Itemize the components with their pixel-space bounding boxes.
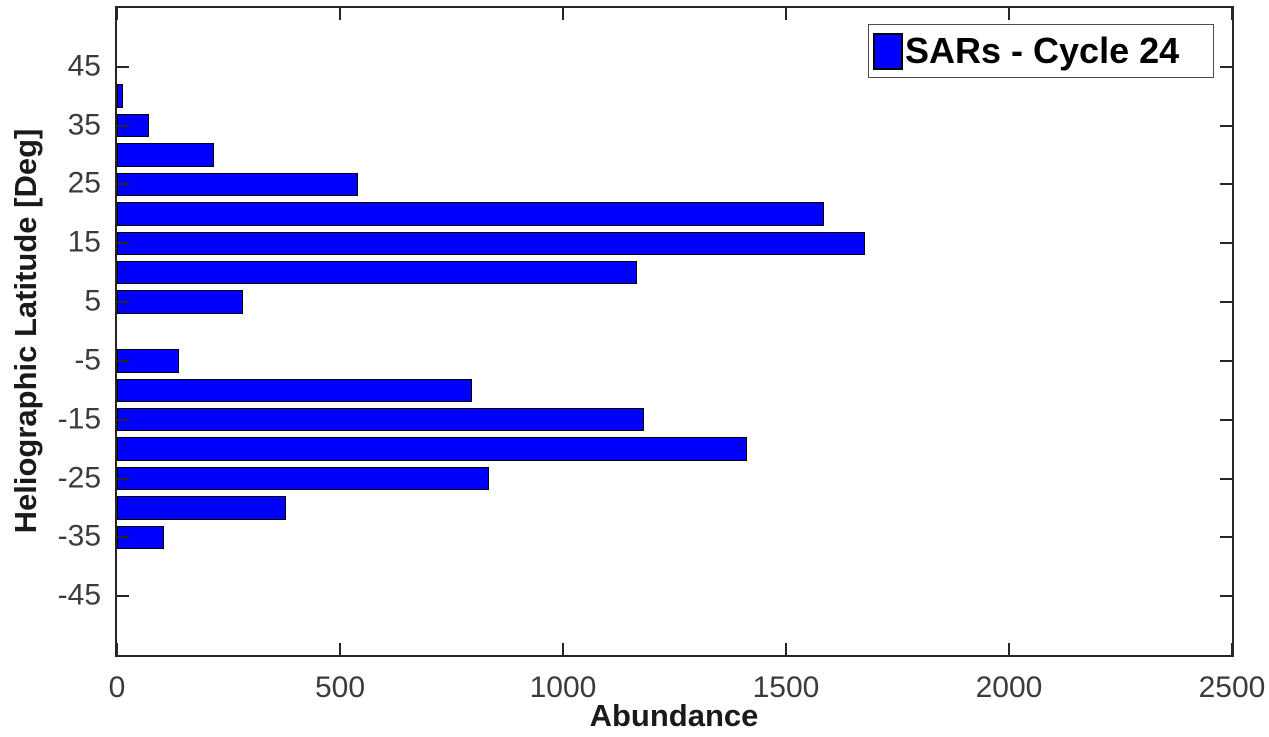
bar-lat--30 bbox=[117, 496, 287, 520]
x-tick-label: 1000 bbox=[529, 671, 597, 704]
y-tick-label: 5 bbox=[84, 284, 101, 318]
legend-label: SARs - Cycle 24 bbox=[905, 30, 1180, 71]
x-axis-tick-top bbox=[116, 8, 118, 20]
x-tick-label: 2000 bbox=[975, 671, 1043, 704]
bar-lat--20 bbox=[117, 437, 748, 461]
y-axis-tick-left bbox=[117, 536, 129, 539]
x-axis-label: Abundance bbox=[589, 698, 759, 733]
y-axis-tick-left bbox=[117, 301, 129, 304]
y-tick-label: 15 bbox=[67, 225, 101, 259]
x-axis-tick-bottom bbox=[1008, 643, 1010, 655]
y-axis-tick-right bbox=[1220, 301, 1232, 304]
y-axis-tick-right bbox=[1220, 242, 1232, 245]
x-axis-tick-bottom bbox=[785, 643, 787, 655]
x-axis-tick-bottom bbox=[562, 643, 564, 655]
y-tick-label: -35 bbox=[57, 519, 101, 553]
bar-lat-40 bbox=[117, 84, 123, 108]
x-axis-tick-bottom bbox=[1231, 643, 1233, 655]
y-tick-label: 35 bbox=[67, 107, 101, 141]
y-axis-tick-left bbox=[117, 65, 129, 68]
y-tick-label: -15 bbox=[57, 402, 101, 436]
y-axis-label: Heliographic Latitude [Deg] bbox=[8, 128, 43, 534]
y-tick-label: 25 bbox=[67, 166, 101, 200]
y-tick-label: 45 bbox=[67, 49, 101, 83]
x-axis-tick-bottom bbox=[116, 643, 118, 655]
x-axis-tick-bottom bbox=[339, 643, 341, 655]
x-tick-label: 0 bbox=[108, 671, 126, 704]
x-axis-tick-top bbox=[785, 8, 787, 20]
y-axis-tick-right bbox=[1220, 183, 1232, 186]
y-tick-label: -25 bbox=[57, 460, 101, 494]
bar-lat--10 bbox=[117, 378, 473, 403]
y-axis-tick-left bbox=[117, 595, 129, 598]
bar-lat-15 bbox=[117, 231, 866, 256]
y-axis-tick-right bbox=[1220, 65, 1232, 68]
bar-lat-10 bbox=[117, 260, 638, 285]
x-axis-tick-top bbox=[1231, 8, 1233, 20]
x-tick-label: 500 bbox=[314, 671, 366, 704]
y-axis-tick-left bbox=[117, 124, 129, 127]
y-tick-label: -45 bbox=[57, 578, 101, 612]
y-axis-tick-right bbox=[1220, 418, 1232, 421]
y-axis-tick-right bbox=[1220, 536, 1232, 539]
x-axis-tick-top bbox=[339, 8, 341, 20]
legend: SARs - Cycle 24 bbox=[868, 24, 1214, 78]
bar-lat--25 bbox=[117, 466, 489, 491]
y-axis-tick-left bbox=[117, 359, 129, 362]
y-axis-tick-right bbox=[1220, 124, 1232, 127]
y-axis-tick-left bbox=[117, 477, 129, 480]
x-axis-tick-top bbox=[562, 8, 564, 20]
plot-area: 0 500 1000 1500 2000 2500 45 35 25 15 5 -5 -15 -25 -35… bbox=[58, 6, 1265, 704]
bar-lat-5 bbox=[117, 290, 243, 314]
bar-lat-30 bbox=[117, 143, 215, 167]
y-axis-tick-left bbox=[117, 418, 129, 421]
y-axis-tick-left bbox=[117, 242, 129, 245]
y-axis-tick-left bbox=[117, 183, 129, 186]
bar-lat-25 bbox=[117, 172, 358, 197]
bar-lat--15 bbox=[117, 407, 644, 432]
y-axis-tick-right bbox=[1220, 477, 1232, 480]
y-axis-tick-right bbox=[1220, 595, 1232, 598]
y-axis-tick-right bbox=[1220, 359, 1232, 362]
x-axis-tick-top bbox=[1008, 8, 1010, 20]
legend-swatch-icon bbox=[873, 32, 903, 70]
y-tick-label: -5 bbox=[74, 343, 101, 377]
x-tick-label: 1500 bbox=[752, 671, 820, 704]
x-tick-label: 2500 bbox=[1198, 671, 1266, 704]
bar-lat-20 bbox=[117, 202, 825, 226]
